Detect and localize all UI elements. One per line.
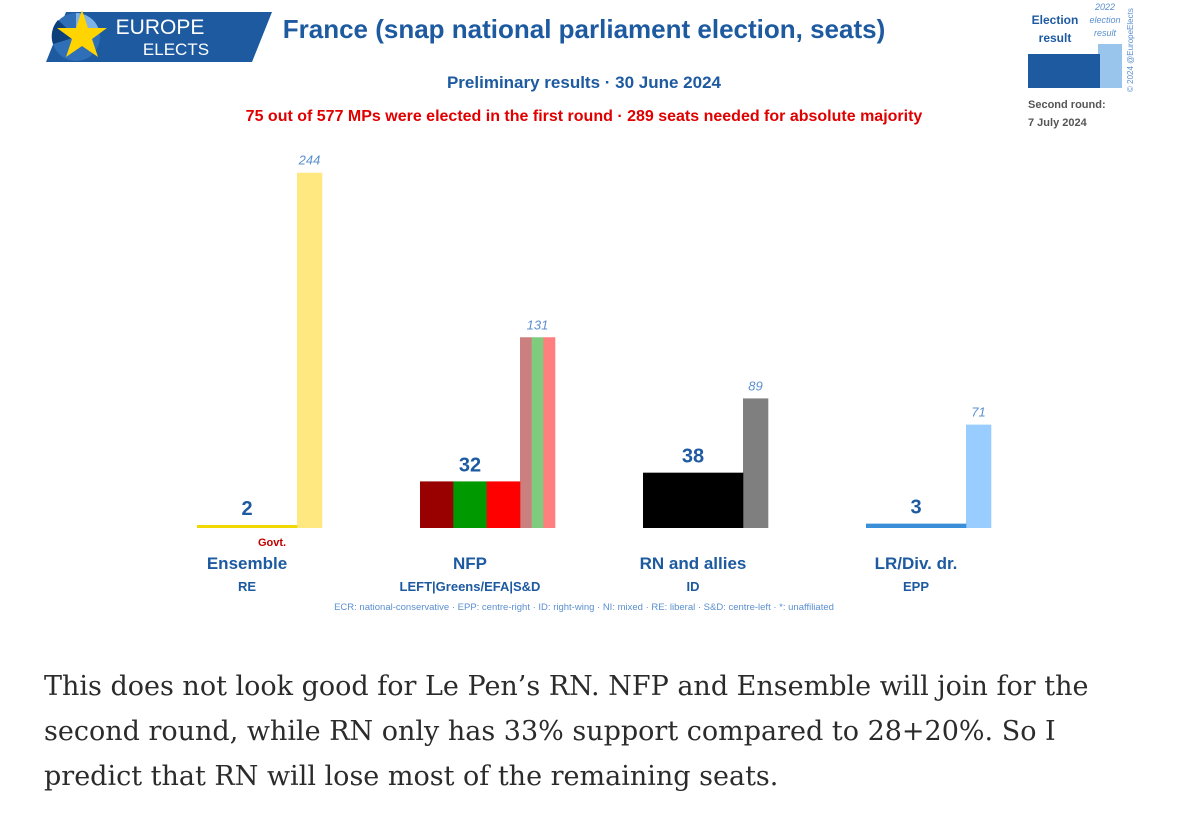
bar-result-lr	[866, 523, 967, 528]
chart-subtitle: Preliminary results · 30 June 2024	[447, 73, 722, 92]
legend-result-label-2: result	[1039, 31, 1072, 45]
value-label-2022-ensemble: 244	[298, 153, 321, 168]
group-label-rn: ID	[687, 579, 700, 594]
chart-footnote: ECR: national-conservative · EPP: centre…	[334, 602, 834, 613]
bar-2022-lr	[966, 424, 992, 528]
logo-text-line2: ELECTS	[143, 40, 209, 59]
chart: EUROPE ELECTS France (snap national parl…	[46, 2, 1135, 613]
legend-prev-label-3: result	[1094, 28, 1117, 38]
value-label-2022-nfp: 131	[527, 317, 549, 332]
legend-current-swatch	[1028, 54, 1100, 88]
legend-prev-label-2: election	[1089, 15, 1120, 25]
value-label-result-lr: 3	[910, 497, 921, 519]
chart-svg: EUROPE ELECTS France (snap national parl…	[46, 2, 1135, 613]
value-label-result-nfp: 32	[459, 454, 481, 476]
group-label-lr: EPP	[903, 579, 929, 594]
second-round-label: Second round:	[1028, 99, 1106, 111]
category-label-nfp: NFP	[453, 554, 487, 573]
bar-result-nfp	[453, 481, 487, 528]
group-label-ensemble: RE	[238, 579, 256, 594]
star-icon	[57, 10, 107, 57]
chart-note: 75 out of 577 MPs were elected in the fi…	[246, 108, 923, 125]
legend-prev-label-1: 2022	[1094, 2, 1115, 12]
bar-2022-nfp	[543, 337, 556, 528]
logo-text-line1: EUROPE	[116, 16, 205, 39]
chart-title: France (snap national parliament electio…	[283, 14, 886, 44]
bar-result-ensemble	[197, 525, 298, 528]
value-label-2022-lr: 71	[971, 405, 985, 420]
bar-result-nfp	[420, 481, 454, 528]
category-label-rn: RN and allies	[640, 554, 747, 573]
legend-result-label-1: Election	[1032, 13, 1079, 27]
bar-2022-nfp	[531, 337, 544, 528]
group-label-nfp: LEFT|Greens/EFA|S&D	[400, 579, 541, 594]
copyright-text: © 2024 @EuropeElects	[1126, 8, 1135, 92]
bar-2022-ensemble	[297, 172, 323, 528]
bars-layer: 244 2 131 32 89 38 71 3	[197, 153, 992, 528]
legend-box: Election result 2022 election result © 2…	[1028, 2, 1135, 129]
category-label-ensemble: Ensemble	[207, 554, 287, 573]
bar-2022-rn	[743, 398, 769, 528]
post-text: This does not look good for Le Pen’s RN.…	[44, 671, 1089, 792]
bar-2022-nfp	[520, 337, 532, 528]
category-label-lr: LR/Div. dr.	[875, 554, 958, 573]
legend-prev-swatch	[1098, 44, 1122, 88]
bar-result-nfp	[486, 481, 521, 528]
bar-result-rn	[643, 472, 744, 528]
value-label-2022-rn: 89	[748, 378, 762, 393]
value-label-result-ensemble: 2	[241, 498, 252, 520]
govt-label: Govt.	[258, 537, 286, 549]
logo-banner	[46, 12, 272, 62]
second-round-date: 7 July 2024	[1028, 117, 1088, 129]
value-label-result-rn: 38	[682, 446, 704, 468]
europe-elects-logo: EUROPE ELECTS	[46, 10, 272, 62]
